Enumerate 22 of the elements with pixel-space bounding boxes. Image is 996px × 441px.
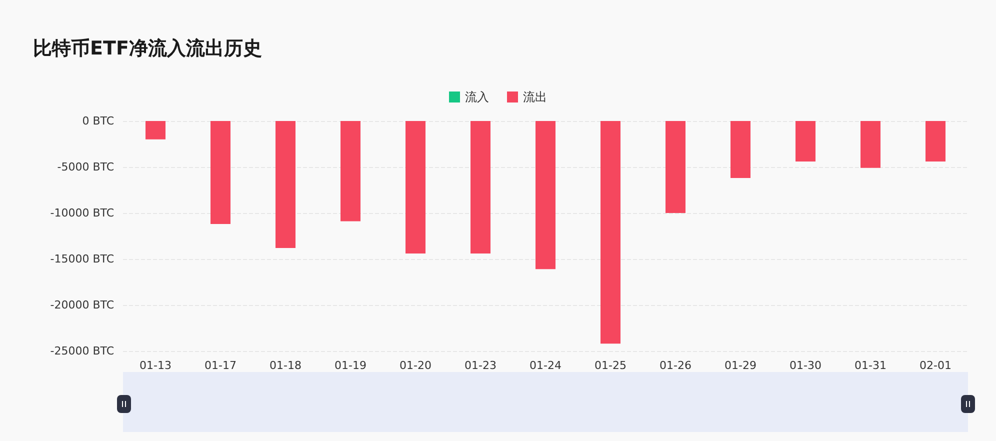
y-tick-label: -25000 BTC: [50, 344, 114, 358]
x-tick-label: 01-23: [464, 359, 496, 372]
legend-label: 流入: [465, 90, 489, 104]
y-tick-label: 0 BTC: [82, 114, 114, 128]
x-tick-label: 01-30: [790, 359, 822, 372]
y-tick-label: -15000 BTC: [50, 252, 114, 266]
x-tick-label: 02-01: [920, 359, 952, 372]
x-tick-label: 01-24: [530, 359, 562, 372]
x-tick-label: 01-25: [594, 359, 626, 372]
x-tick-label: 01-19: [334, 359, 366, 372]
y-tick-label: -10000 BTC: [50, 206, 114, 220]
x-tick-label: 01-20: [400, 359, 432, 372]
y-tick-label: -20000 BTC: [50, 298, 114, 312]
x-tick-label: 01-13: [140, 359, 172, 372]
x-tick-label: 01-18: [270, 359, 302, 372]
x-tick-label: 01-31: [854, 359, 886, 372]
chart-title: 比特币ETF净流入流出历史: [33, 38, 262, 60]
legend-label: 流出: [523, 90, 547, 104]
x-tick-label: 01-29: [724, 359, 756, 372]
y-tick-label: -5000 BTC: [57, 160, 114, 174]
x-tick-label: 01-17: [204, 359, 236, 372]
x-tick-label: 01-26: [660, 359, 692, 372]
